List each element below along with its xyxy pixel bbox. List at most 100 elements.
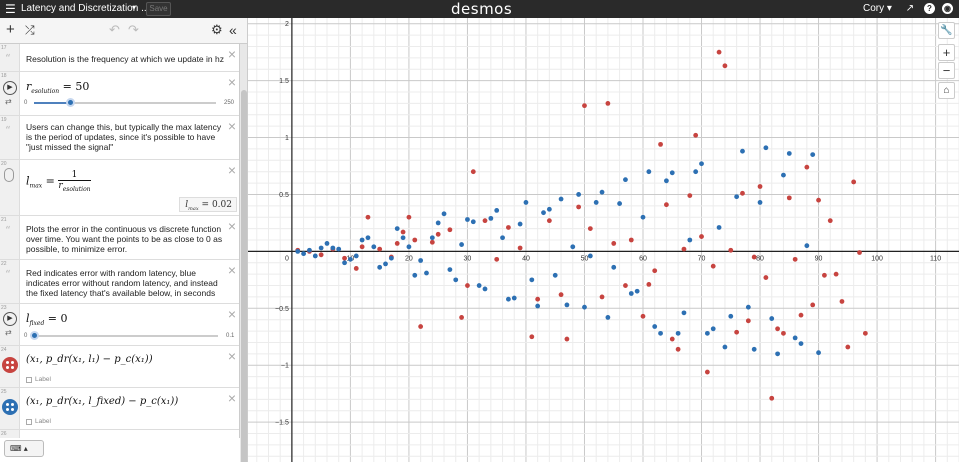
home-icon[interactable]: ⌂ (938, 82, 955, 99)
undo-icon[interactable]: ↶ (109, 22, 120, 37)
add-item-icon[interactable]: + (6, 21, 15, 38)
red-data-point (728, 247, 734, 253)
note-text[interactable]: Resolution is the frequency at which we … (26, 54, 224, 64)
hamburger-menu-icon[interactable]: ☰ (5, 2, 16, 16)
red-data-point (377, 246, 383, 252)
play-slider-icon[interactable]: ▶ (3, 312, 17, 326)
slider-track[interactable] (34, 335, 218, 337)
red-data-point (494, 256, 500, 262)
blue-data-point (353, 253, 359, 259)
evaluation-result: lmax = 0.02 (179, 197, 237, 212)
point-style-icon[interactable] (2, 399, 18, 415)
zoom-out-icon[interactable]: − (938, 62, 955, 79)
slider-expression[interactable]: lfixed = 0 (26, 312, 68, 327)
globe-icon[interactable]: ◉ (942, 3, 953, 14)
blue-data-point (517, 221, 523, 227)
red-data-point (693, 132, 699, 138)
expression-row-empty[interactable]: 26 (0, 430, 239, 438)
expression-row-note[interactable]: 21 “ Plots the error in the continuous vs… (0, 216, 239, 260)
delete-expression-icon[interactable]: × (227, 390, 236, 406)
delete-expression-icon[interactable]: × (227, 162, 236, 178)
save-button[interactable]: Save (146, 2, 171, 16)
label-checkbox[interactable] (26, 419, 32, 425)
blue-data-point (722, 344, 728, 350)
den-sub: esolution (62, 185, 91, 193)
formula-expression[interactable]: lmax = 1 resolution (26, 170, 91, 193)
red-data-point (318, 252, 324, 258)
slider-min[interactable]: 0 (24, 333, 28, 339)
slider-max[interactable]: 0.1 (226, 333, 235, 339)
play-slider-icon[interactable]: ▶ (3, 81, 17, 95)
label-checkbox[interactable] (26, 377, 32, 383)
zoom-in-icon[interactable]: + (938, 44, 955, 61)
expression-row-note[interactable]: 22 “ Red indicates error with random late… (0, 260, 239, 304)
graph-canvas[interactable]: 10203040506070809010011021.510.50−0.5−1−… (248, 18, 959, 462)
red-data-point (845, 344, 851, 350)
expression-row-note[interactable]: 17 “ Resolution is the frequency at which… (0, 44, 239, 72)
expression-list-scrollbar[interactable] (240, 44, 248, 462)
points-expression[interactable]: (x₁, p_dr(x₁, l_fixed) − p_c(x₁)) (26, 396, 179, 407)
blue-data-point (535, 303, 541, 309)
note-text[interactable]: Users can change this, but typically the… (26, 122, 222, 152)
red-data-point (576, 204, 582, 210)
keypad-toggle-button[interactable]: ⌨ ▴ (4, 440, 44, 457)
expression-row-points-blue[interactable]: 25 (x₁, p_dr(x₁, l_fixed) − p_c(x₁)) Lab… (0, 388, 239, 430)
blue-data-point (406, 244, 412, 250)
red-data-point (418, 324, 424, 329)
slider-min[interactable]: 0 (24, 100, 28, 106)
loop-icon[interactable]: ⇄ (5, 328, 12, 337)
redo-icon[interactable]: ↷ (128, 22, 139, 37)
user-menu[interactable]: Cory ▾ (863, 3, 892, 14)
share-icon[interactable]: ↗ (905, 3, 915, 14)
help-icon[interactable]: ? (924, 3, 935, 14)
red-data-point (394, 241, 400, 246)
graph-title[interactable]: Latency and Discretization ... (21, 3, 150, 14)
loop-icon[interactable]: ⇄ (5, 97, 12, 106)
blue-data-point (412, 272, 418, 278)
scrollbar-thumb[interactable] (241, 90, 247, 462)
red-data-point (763, 275, 769, 280)
red-data-point (459, 315, 464, 320)
delete-expression-icon[interactable]: × (227, 218, 236, 234)
points-expression[interactable]: (x₁, p_dr(x₁, l₁) − p_c(x₁)) (26, 354, 153, 365)
slider-thumb[interactable] (29, 331, 39, 340)
expression-row-points-red[interactable]: 24 (x₁, p_dr(x₁, l₁) − p_c(x₁)) Label × (0, 346, 239, 388)
top-bar: ☰ Latency and Discretization ... ▾ Save … (0, 0, 959, 18)
point-style-icon[interactable] (2, 357, 18, 373)
graph-paper[interactable]: 10203040506070809010011021.510.50−0.5−1−… (248, 18, 959, 462)
delete-expression-icon[interactable]: × (227, 46, 236, 62)
settings-gear-icon[interactable]: ⚙ (211, 22, 223, 37)
graph-settings-wrench-icon[interactable]: 🔧 (938, 22, 955, 39)
slider-expression[interactable]: resolution = 50 (26, 80, 89, 95)
delete-expression-icon[interactable]: × (227, 348, 236, 364)
title-caret-icon[interactable]: ▾ (132, 3, 137, 12)
expression-row-slider-resolution[interactable]: 18 ▶ ⇄ resolution = 50 0 250 × (0, 72, 239, 116)
slider-track[interactable] (34, 102, 216, 104)
note-text[interactable]: Plots the error in the continuous vs dis… (26, 224, 223, 254)
delete-expression-icon[interactable]: × (227, 74, 236, 90)
collapse-list-icon[interactable]: « (229, 22, 237, 38)
blue-data-point (675, 330, 681, 336)
blue-data-point (441, 211, 447, 217)
blue-data-point (377, 264, 383, 270)
red-data-point (857, 250, 862, 255)
slider-thumb[interactable] (65, 98, 75, 107)
blue-data-point (599, 189, 605, 195)
hidden-graph-icon[interactable] (4, 168, 14, 182)
delete-expression-icon[interactable]: × (227, 306, 236, 322)
red-data-point (792, 256, 798, 262)
red-data-point (482, 218, 488, 224)
expression-row-slider-lfixed[interactable]: 23 ▶ ⇄ lfixed = 0 0 0.1 × (0, 304, 239, 346)
blue-data-point (447, 267, 453, 272)
delete-expression-icon[interactable]: × (227, 262, 236, 278)
blue-data-point (816, 350, 821, 356)
expression-row-formula-lmax[interactable]: 20 lmax = 1 resolution lmax = 0.02 × (0, 160, 239, 216)
blue-data-point (769, 316, 775, 321)
slider-max[interactable]: 250 (224, 100, 235, 106)
red-data-point (587, 226, 593, 232)
red-data-point (658, 141, 663, 147)
note-text[interactable]: Red indicates error with random latency,… (26, 268, 218, 298)
expression-row-note[interactable]: 19 “ Users can change this, but typically… (0, 116, 239, 160)
shuffle-icon[interactable]: ⤮ (25, 23, 35, 37)
delete-expression-icon[interactable]: × (227, 118, 236, 134)
